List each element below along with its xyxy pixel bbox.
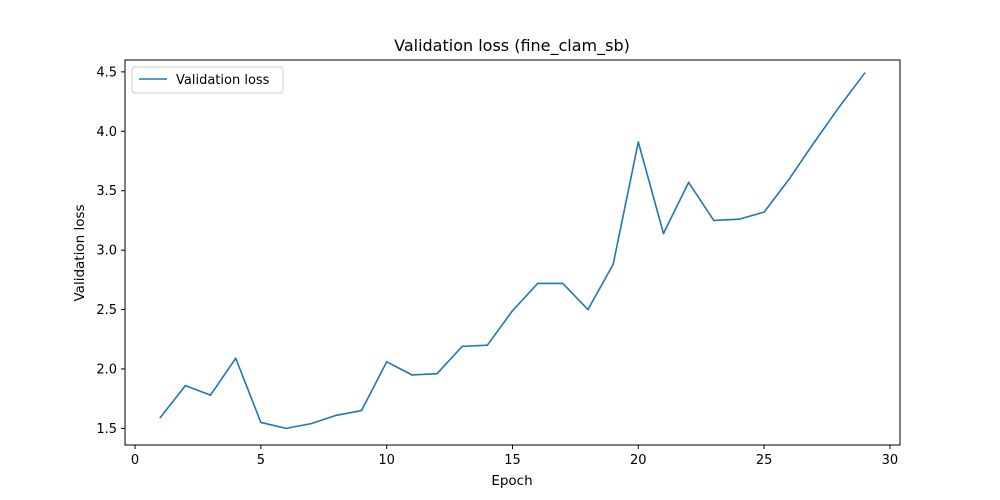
data-point	[209, 394, 212, 396]
data-point	[461, 345, 463, 348]
data-point	[587, 308, 589, 311]
y-tick-label: 3.5	[96, 184, 117, 199]
data-point	[335, 414, 338, 417]
data-point	[712, 219, 715, 222]
data-point	[310, 422, 313, 425]
x-axis-ticks: 0 5 10 15 20 25 30	[131, 445, 898, 468]
data-point	[385, 361, 388, 363]
data-point	[436, 372, 438, 375]
data-point	[687, 181, 690, 184]
y-tick-label: 2.5	[96, 303, 117, 318]
x-tick-label: 30	[882, 453, 899, 468]
data-point	[788, 178, 791, 180]
axes-frame	[124, 59, 901, 446]
y-tick-label: 4.0	[96, 125, 117, 140]
data-point	[763, 211, 765, 213]
y-tick-label: 1.5	[96, 422, 117, 437]
data-point	[486, 344, 489, 346]
x-tick-label: 0	[131, 453, 139, 468]
x-tick-label: 5	[257, 453, 265, 468]
x-tick-label: 25	[756, 453, 773, 468]
data-point	[863, 72, 866, 74]
data-point	[813, 141, 816, 143]
legend-label: Validation loss	[176, 73, 270, 88]
data-point	[562, 282, 564, 285]
legend-box	[131, 66, 284, 94]
series-group	[159, 72, 866, 430]
data-point	[637, 141, 640, 143]
data-point	[159, 416, 162, 419]
data-point	[285, 427, 287, 430]
legend: Validation loss	[131, 66, 284, 94]
data-point	[360, 409, 363, 412]
data-point	[738, 218, 740, 221]
x-tick-label: 10	[378, 453, 395, 468]
y-axis-ticks: 1.5 2.0 2.5 3.0 3.5 4.0 4.5	[96, 65, 125, 437]
data-point	[662, 232, 665, 235]
y-tick-label: 2.0	[96, 362, 117, 377]
x-tick-label: 20	[630, 453, 647, 468]
data-point	[838, 105, 841, 108]
y-axis-label: Validation loss	[72, 204, 88, 301]
data-point	[411, 374, 413, 376]
data-point	[511, 309, 514, 312]
data-point	[260, 421, 262, 424]
y-tick-label: 3.0	[96, 244, 117, 259]
x-axis-label: Epoch	[491, 473, 532, 489]
data-point	[234, 357, 237, 360]
y-tick-label: 4.5	[96, 65, 117, 80]
data-point	[612, 263, 614, 266]
x-tick-label: 15	[504, 453, 521, 468]
chart-title: Validation loss (fine_clam_sb)	[394, 36, 630, 56]
data-point	[184, 384, 187, 387]
data-point	[536, 282, 539, 285]
